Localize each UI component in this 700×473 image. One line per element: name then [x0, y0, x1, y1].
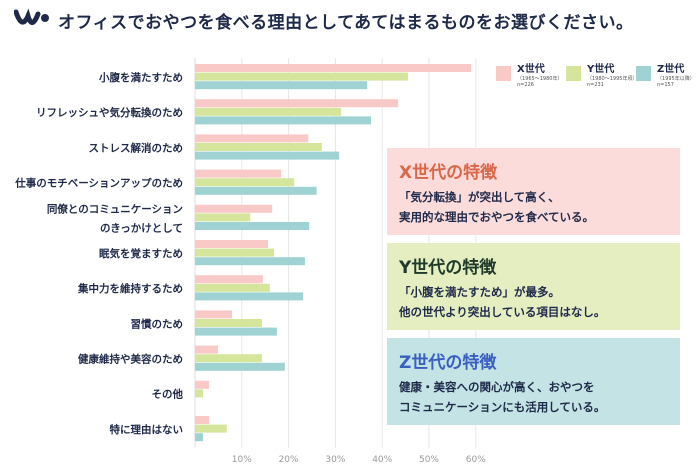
legend-item: Z世代 （1995年以降） n=157: [636, 60, 695, 88]
legend-item: Y世代 （1980〜1995年頃） n=231: [566, 60, 637, 88]
x-tick-label: 40%: [372, 455, 392, 465]
box-text: 「気分転換」が突出して高く、: [399, 190, 560, 204]
bar-Z-2: [195, 151, 340, 160]
category-label: 仕事のモチベーションアップのため: [14, 177, 183, 190]
bar-Z-8: [195, 362, 285, 371]
category-label: 習慣のため: [131, 317, 184, 330]
bar-X-7: [195, 310, 232, 319]
page-title: オフィスでおやつを食べる理由としてあてはまるものをお選びください。: [58, 13, 634, 33]
category-label: 健康維持や美容のため: [78, 353, 183, 366]
category-label: その他: [152, 388, 184, 401]
category-label: 集中力を維持するため: [77, 282, 183, 295]
box-title: Z世代の特徴: [399, 353, 497, 373]
bar-X-4: [195, 204, 273, 213]
box-z: Z世代の特徴健康・美容への関心が高く、おやつを コミュニケーションにも活用している…: [387, 338, 680, 425]
category-label: 同僚とのコミュニケーション: [47, 203, 183, 216]
bar-Y-7: [195, 319, 262, 327]
category-label: 眠気を覚ますため: [99, 247, 183, 260]
bar-Y-8: [195, 354, 262, 363]
bar-X-0: [195, 64, 472, 72]
bar-X-9: [195, 380, 210, 389]
bar-Y-2: [195, 143, 322, 151]
bar-Y-10: [195, 424, 227, 433]
bar-Z-6: [195, 292, 304, 301]
legend-swatch: [636, 66, 651, 81]
legend-name: Z世代: [657, 64, 685, 75]
x-tick-label: 50%: [419, 455, 439, 465]
legend-n: n=226: [517, 82, 534, 88]
box-text: 実用的な理由でおやつを食べている。: [399, 210, 595, 224]
bar-Y-1: [195, 107, 342, 116]
bar-X-5: [195, 240, 269, 248]
category-label: のきっかけとして: [100, 223, 183, 235]
box-text: 「小腹を満たすため」が最多。: [399, 285, 560, 299]
category-label: 特に理由はない: [110, 423, 184, 436]
legend-sub: （1995年以降）: [657, 76, 695, 82]
legend-name: Y世代: [587, 64, 615, 75]
x-tick-label: 10%: [232, 455, 252, 465]
legend-sub: （1965〜1980年）: [517, 76, 563, 82]
bar-X-10: [195, 416, 210, 424]
category-label: 小腹を満たすため: [98, 71, 183, 84]
box-title: Y世代の特徴: [399, 258, 497, 278]
box-text: 他の世代より突出している項目はなし。: [399, 305, 606, 319]
bar-Y-6: [195, 283, 270, 292]
x-tick-label: 60%: [466, 455, 486, 465]
box-title: X世代の特徴: [399, 163, 498, 183]
bar-X-6: [195, 275, 263, 284]
legend-n: n=231: [587, 82, 604, 88]
bar-X-2: [195, 134, 309, 143]
bar-X-8: [195, 345, 218, 354]
bar-Z-4: [195, 222, 310, 230]
x-tick-label: 30%: [325, 455, 345, 465]
legend-name: X世代: [517, 64, 545, 75]
category-label: ストレス解消のため: [89, 141, 184, 154]
bar-Z-1: [195, 116, 371, 125]
bar-Y-9: [195, 389, 203, 398]
legend-sub: （1980〜1995年頃）: [587, 76, 638, 82]
category-label: リフレッシュや気分転換のため: [36, 106, 183, 119]
bar-Y-0: [195, 72, 408, 81]
bar-Z-3: [195, 186, 317, 195]
box-y: Y世代の特徴「小腹を満たすため」が最多。他の世代より突出している項目はなし。: [387, 243, 680, 330]
logo-icon: [14, 8, 49, 25]
bar-X-3: [195, 169, 282, 178]
bar-Y-3: [195, 178, 295, 187]
bar-X-1: [195, 99, 399, 108]
legend-swatch: [566, 66, 581, 81]
bar-Z-10: [195, 433, 203, 442]
bar-Y-5: [195, 248, 275, 257]
legend-n: n=157: [657, 82, 674, 88]
bar-Z-7: [195, 327, 277, 336]
bar-Z-5: [195, 257, 305, 266]
legend-swatch: [496, 66, 511, 81]
box-x: X世代の特徴「気分転換」が突出して高く、実用的な理由でおやつを食べている。: [387, 148, 680, 235]
bar-Y-4: [195, 213, 251, 222]
box-text: 健康・美容への関心が高く、おやつを: [399, 380, 595, 394]
x-tick-label: 20%: [279, 455, 299, 465]
box-text: コミュニケーションにも活用している。: [399, 400, 606, 414]
legend-item: X世代 （1965〜1980年） n=226: [496, 60, 562, 88]
bar-Z-0: [195, 81, 368, 90]
